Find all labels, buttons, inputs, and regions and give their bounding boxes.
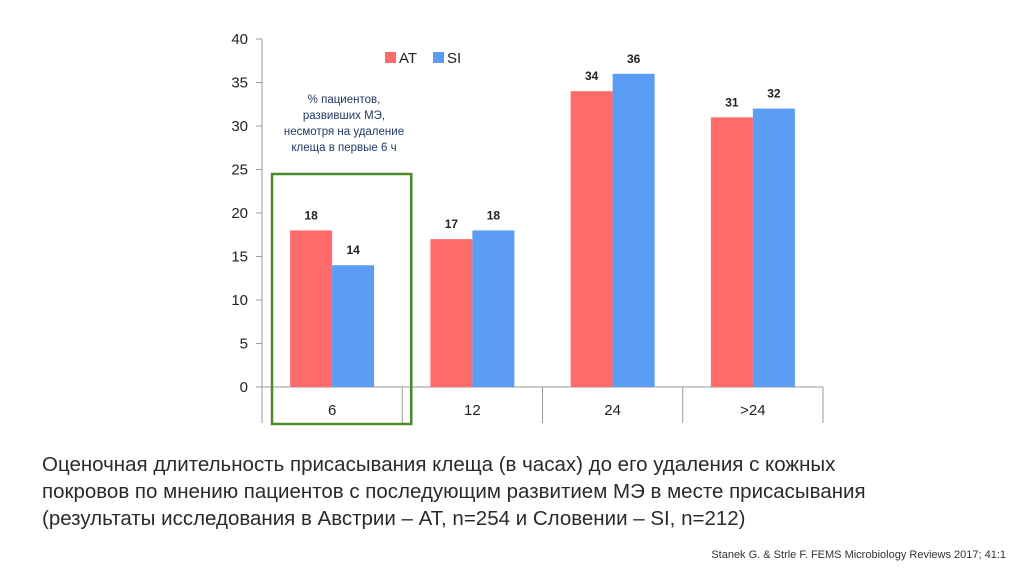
y-tick-label: 35	[231, 75, 248, 92]
bar-value-label: 34	[585, 69, 599, 83]
y-tick-label: 15	[231, 249, 248, 266]
source-citation: Stanek G. & Strle F. FEMS Microbiology R…	[711, 549, 1006, 561]
bar-value-labels: 18 14 17 18 34 36 31 32	[304, 52, 780, 257]
y-tick-label: 40	[231, 31, 248, 48]
y-tick-label: 0	[240, 379, 248, 396]
highlight-note-line: развивших МЭ,	[302, 110, 386, 122]
bar-value-label: 18	[487, 208, 501, 222]
x-axis: 6 12 24 >24	[261, 386, 824, 423]
legend-label: SI	[447, 50, 461, 67]
bar-si	[612, 73, 655, 388]
y-tick-label: 5	[240, 336, 248, 353]
bar-at	[570, 91, 613, 387]
bar-value-label: 17	[445, 217, 459, 231]
y-tick-label: 30	[231, 118, 248, 135]
bar-si	[332, 265, 375, 387]
bar-at	[710, 117, 753, 388]
chart-caption: Оценочная длительность присасывания клещ…	[42, 451, 1002, 532]
legend-label: AT	[399, 50, 417, 67]
highlight-note-line: клеща в первые 6 ч	[291, 142, 397, 154]
bar-chart: 0 5 10 15 20 25 30 35 40 6 12 24 >24 18 14 17 18 34 36 31…	[231, 31, 824, 426]
bar-si	[752, 108, 795, 387]
y-axis: 0 5 10 15 20 25 30 35 40	[231, 31, 263, 396]
bars	[290, 73, 795, 388]
bar-value-label: 14	[346, 243, 360, 257]
x-tick-label: >24	[740, 402, 765, 419]
caption-line: Оценочная длительность присасывания клещ…	[42, 453, 836, 476]
highlight-note-line: % пациентов,	[307, 94, 381, 106]
bar-value-label: 31	[725, 95, 739, 109]
bar-si	[472, 230, 515, 387]
bar-value-label: 32	[767, 87, 781, 101]
caption-line: (результаты исследования в Австрии – AT,…	[42, 507, 746, 530]
bar-value-label: 18	[304, 208, 318, 222]
highlight-note: % пациентов, развивших МЭ, несмотря на у…	[268, 92, 420, 156]
x-tick-label: 24	[604, 402, 621, 419]
bar-value-label: 36	[627, 52, 641, 66]
highlight-box	[270, 172, 413, 426]
legend-swatch	[433, 52, 444, 63]
x-tick-label: 12	[464, 402, 481, 419]
caption-line: покровов по мнению пациентов с последующ…	[42, 480, 866, 503]
legend-swatch	[385, 52, 396, 63]
y-tick-label: 25	[231, 162, 248, 179]
y-tick-label: 20	[231, 205, 248, 222]
bar-at	[290, 230, 333, 387]
legend: AT SI	[385, 50, 461, 67]
y-tick-label: 10	[231, 292, 248, 309]
x-tick-label: 6	[328, 402, 336, 419]
highlight-note-line: несмотря на удаление	[283, 126, 405, 138]
bar-at	[430, 239, 473, 387]
